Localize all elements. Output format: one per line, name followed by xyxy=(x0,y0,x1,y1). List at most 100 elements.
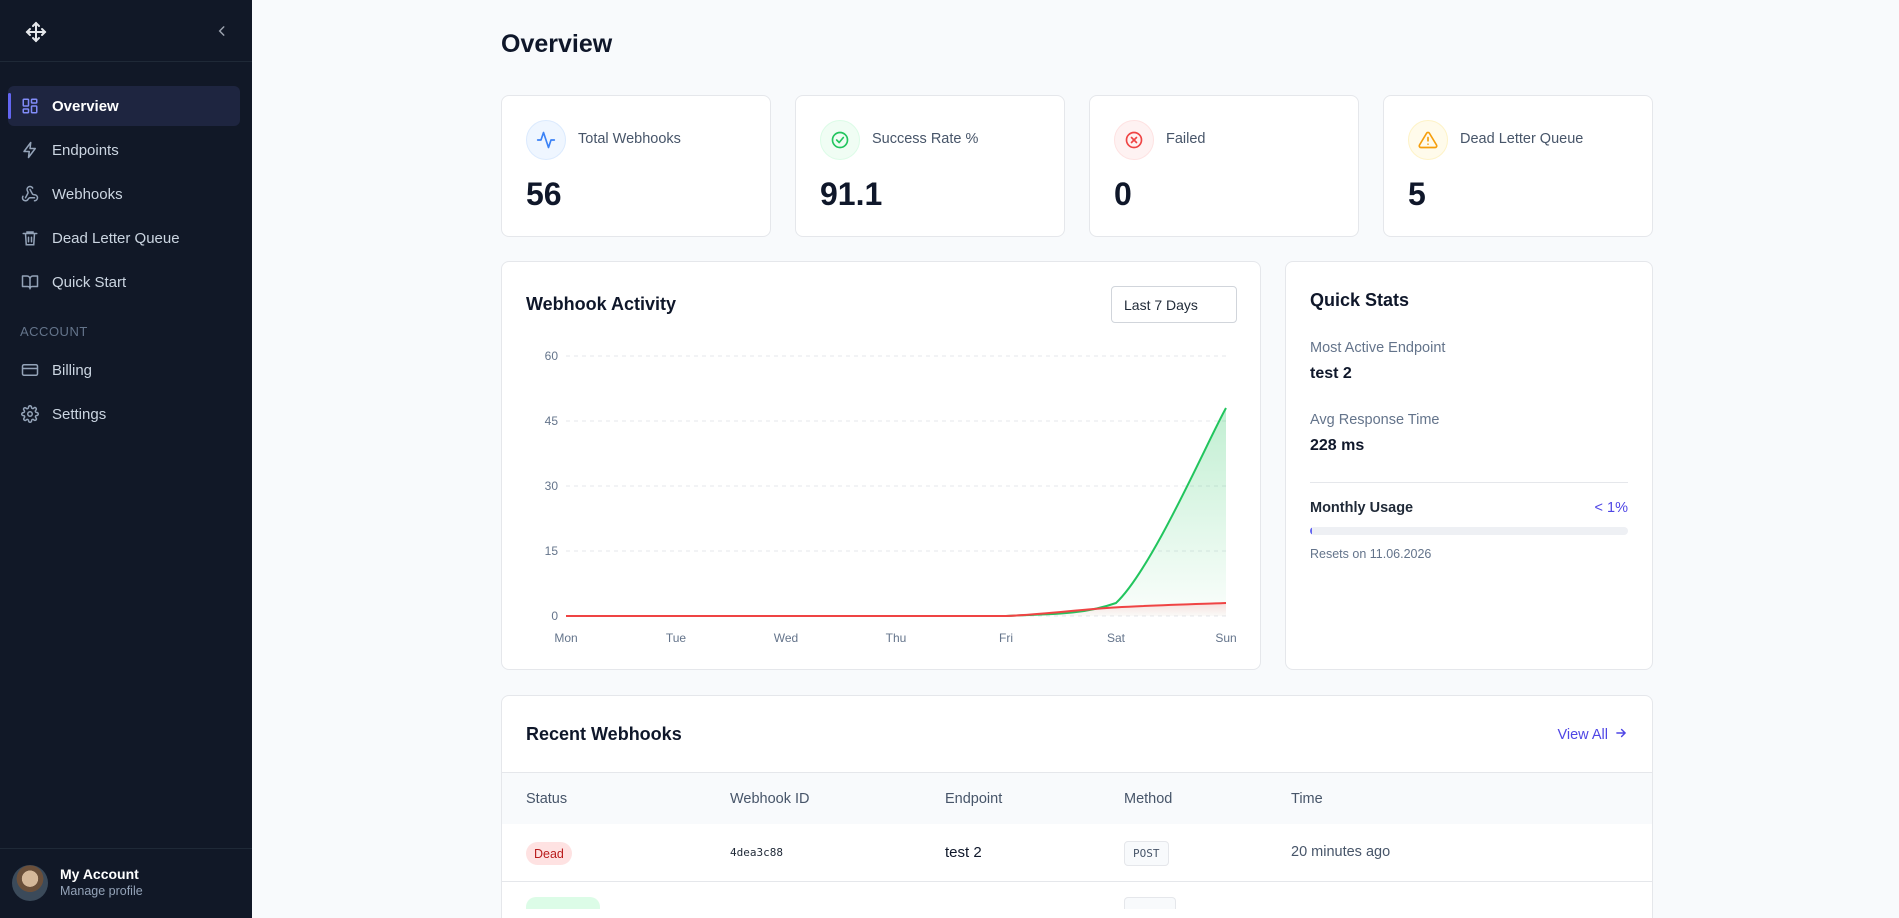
x-tick-label: Mon xyxy=(554,631,577,645)
stat-value: 5 xyxy=(1408,176,1426,212)
sidebar-item-label: Endpoints xyxy=(52,141,119,159)
stat-card-failed: Failed 0 xyxy=(1089,95,1359,237)
x-tick-label: Tue xyxy=(666,631,687,645)
sidebar-header xyxy=(0,0,252,62)
credit-card-icon xyxy=(20,360,40,380)
usage-progress-bar xyxy=(1310,527,1628,535)
stat-value: 0 xyxy=(1114,176,1132,212)
quick-stats-card: Quick Stats Most Active Endpoint test 2 … xyxy=(1285,261,1653,670)
x-tick-label: Wed xyxy=(774,631,798,645)
x-tick-label: Sat xyxy=(1107,631,1126,645)
sidebar: Overview Endpoints Webhooks Dead Letter … xyxy=(0,0,252,918)
most-active-label: Most Active Endpoint xyxy=(1310,340,1446,356)
y-tick-label: 60 xyxy=(545,349,559,363)
x-circle-icon xyxy=(1114,120,1154,160)
series-line xyxy=(565,602,1227,617)
status-badge xyxy=(526,897,600,909)
gear-icon xyxy=(20,404,40,424)
logo-icon[interactable] xyxy=(24,20,48,44)
trash-icon xyxy=(20,228,40,248)
account-subtitle: Manage profile xyxy=(60,884,143,898)
x-tick-label: Fri xyxy=(999,631,1013,645)
endpoint-name: test 2 xyxy=(945,844,982,861)
stat-label: Success Rate % xyxy=(872,131,979,147)
sidebar-item-endpoints[interactable]: Endpoints xyxy=(8,130,240,170)
account-section-label: ACCOUNT xyxy=(20,324,88,339)
most-active-value: test 2 xyxy=(1310,365,1352,382)
monthly-usage-label: Monthly Usage xyxy=(1310,500,1414,516)
activity-icon xyxy=(526,120,566,160)
view-all-label: View All xyxy=(1557,727,1608,743)
column-method[interactable]: Method xyxy=(1124,791,1173,807)
account-name: My Account xyxy=(60,866,139,882)
table-row[interactable]: Dead 4dea3c88 test 2 POST 20 minutes ago xyxy=(502,824,1652,882)
grid-icon xyxy=(20,96,40,116)
sidebar-item-dead-letter-queue[interactable]: Dead Letter Queue xyxy=(8,218,240,258)
y-tick-label: 30 xyxy=(545,479,559,493)
usage-reset-date: Resets on 11.06.2026 xyxy=(1310,547,1432,561)
sidebar-item-settings[interactable]: Settings xyxy=(8,394,240,434)
y-tick-label: 45 xyxy=(545,414,559,428)
method-badge: POST xyxy=(1124,841,1169,866)
stat-card-success-rate: Success Rate % 91.1 xyxy=(795,95,1065,237)
collapse-sidebar-icon[interactable] xyxy=(212,20,232,42)
table-row[interactable] xyxy=(502,883,1652,918)
series-area xyxy=(566,408,1226,616)
stat-card-total-webhooks: Total Webhooks 56 xyxy=(501,95,771,237)
usage-progress-fill xyxy=(1310,527,1312,535)
stat-label: Failed xyxy=(1166,131,1206,147)
stat-value: 56 xyxy=(526,176,562,212)
stat-value: 91.1 xyxy=(820,176,883,212)
avg-response-label: Avg Response Time xyxy=(1310,412,1440,428)
series-line xyxy=(565,407,1227,617)
avatar[interactable] xyxy=(12,865,48,901)
stat-label: Total Webhooks xyxy=(578,131,681,147)
activity-chart: 0 15 30 45 60 Mon Tue Wed Thu Fri Sat Sun xyxy=(545,349,1237,645)
sidebar-item-label: Quick Start xyxy=(52,273,127,291)
sidebar-item-label: Settings xyxy=(52,405,107,423)
lightning-icon xyxy=(20,140,40,160)
arrow-right-icon xyxy=(1614,726,1628,744)
time-ago: 20 minutes ago xyxy=(1291,844,1391,860)
sidebar-item-label: Billing xyxy=(52,361,93,379)
sidebar-item-webhooks[interactable]: Webhooks xyxy=(8,174,240,214)
x-tick-label: Sun xyxy=(1215,631,1236,645)
divider xyxy=(1310,482,1628,483)
range-select-value: Last 7 Days xyxy=(1124,296,1198,313)
alert-triangle-icon xyxy=(1408,120,1448,160)
column-time[interactable]: Time xyxy=(1291,791,1323,807)
page-title: Overview xyxy=(501,30,613,58)
quick-stats-title: Quick Stats xyxy=(1310,290,1410,310)
webhook-icon xyxy=(20,184,40,204)
range-select[interactable]: Last 7 Days xyxy=(1111,286,1237,323)
monthly-usage-value: < 1% xyxy=(1594,500,1628,516)
activity-title: Webhook Activity xyxy=(526,294,677,314)
webhook-id[interactable]: 4dea3c88 xyxy=(730,846,783,859)
sidebar-item-billing[interactable]: Billing xyxy=(8,350,240,390)
method-badge xyxy=(1124,897,1176,909)
recent-webhooks-card: Recent Webhooks View All Status Webhook … xyxy=(501,695,1653,918)
webhook-activity-card: Webhook Activity Last 7 Days 0 15 30 45 60 Mo… xyxy=(501,261,1261,670)
sidebar-item-label: Overview xyxy=(52,97,119,115)
recent-title: Recent Webhooks xyxy=(526,724,682,744)
account-profile[interactable]: My Account Manage profile xyxy=(0,848,252,918)
sidebar-item-label: Dead Letter Queue xyxy=(52,229,180,247)
y-tick-label: 0 xyxy=(551,609,558,623)
column-webhook-id[interactable]: Webhook ID xyxy=(730,791,810,807)
book-icon xyxy=(20,272,40,292)
table-header: Status Webhook ID Endpoint Method Time xyxy=(502,772,1652,824)
column-endpoint[interactable]: Endpoint xyxy=(945,791,1003,807)
view-all-link[interactable]: View All xyxy=(1557,726,1628,744)
check-circle-icon xyxy=(820,120,860,160)
stat-label: Dead Letter Queue xyxy=(1460,131,1584,147)
stat-card-dead-letter-queue: Dead Letter Queue 5 xyxy=(1383,95,1653,237)
sidebar-item-label: Webhooks xyxy=(52,185,123,203)
avg-response-value: 228 ms xyxy=(1310,437,1365,454)
status-badge: Dead xyxy=(526,842,572,865)
main-nav: Overview Endpoints Webhooks Dead Letter … xyxy=(0,86,252,438)
x-tick-label: Thu xyxy=(886,631,907,645)
y-tick-label: 15 xyxy=(545,544,559,558)
sidebar-item-quick-start[interactable]: Quick Start xyxy=(8,262,240,302)
column-status[interactable]: Status xyxy=(526,791,568,807)
sidebar-item-overview[interactable]: Overview xyxy=(8,86,240,126)
